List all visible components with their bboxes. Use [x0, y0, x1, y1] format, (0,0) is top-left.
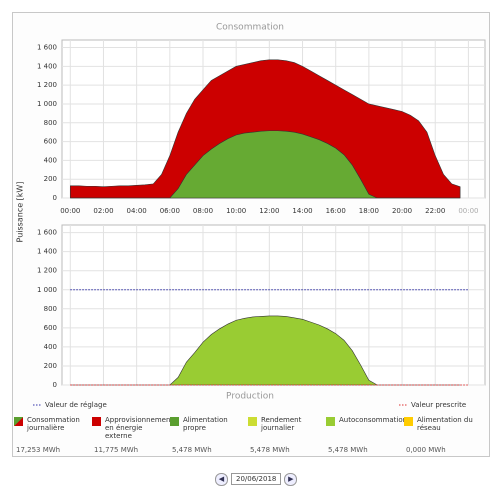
- legend-name: Alimentation propre: [183, 416, 228, 432]
- chart-title: Consommation: [216, 23, 284, 33]
- legend-swatch: [326, 417, 335, 426]
- legend-value: 0,000 MWh: [406, 446, 446, 454]
- legend-value: 17,253 MWh: [16, 446, 61, 454]
- y-tick-label: 0: [53, 381, 57, 389]
- y-tick-label: 1 200: [37, 81, 57, 89]
- date-field[interactable]: 20/06/2018: [231, 473, 282, 485]
- prev-day-button[interactable]: ◀: [215, 472, 228, 486]
- y-tick-label: 400: [44, 343, 57, 351]
- legend-item: Alimentation du réseau 0,000 MWh: [404, 416, 482, 456]
- y-tick-label: 800: [44, 305, 57, 313]
- x-tick-label: 04:00: [127, 207, 147, 215]
- x-tick-label: 00:00: [60, 207, 80, 215]
- legend-item: Consommation journalière 17,253 MWh: [14, 416, 92, 456]
- legend-item: Approvisionnement en énergie externe 11,7…: [92, 416, 174, 456]
- legend-name: Consommation journalière: [27, 416, 80, 432]
- chart-title: Production: [226, 392, 274, 402]
- legend-swatch: [14, 417, 23, 426]
- y-tick-label: 600: [44, 138, 57, 146]
- legend-name: Approvisionnement en énergie externe: [105, 416, 174, 440]
- legend-swatch: [170, 417, 179, 426]
- x-tick-label: 22:00: [425, 207, 445, 215]
- legend-swatch: [404, 417, 413, 426]
- area: [69, 59, 461, 199]
- y-tick-label: 1 600: [37, 229, 57, 237]
- y-tick-label: 200: [44, 175, 57, 183]
- y-tick-label: 1 600: [37, 44, 57, 52]
- legend-name: Rendement journalier: [261, 416, 302, 432]
- y-tick-label: 200: [44, 362, 57, 370]
- y-tick-label: 1 400: [37, 248, 57, 256]
- x-tick-label: 10:00: [226, 207, 246, 215]
- x-tick-label: 18:00: [359, 207, 379, 215]
- x-tick-label: 02:00: [93, 207, 113, 215]
- legend-item: Autoconsommation 5,478 MWh: [326, 416, 408, 456]
- y-tick-label: 1 000: [37, 286, 57, 294]
- legend-item: Alimentation propre 5,478 MWh: [170, 416, 248, 456]
- x-tick-label: 06:00: [160, 207, 180, 215]
- x-tick-label: 20:00: [392, 207, 412, 215]
- y-tick-label: 1 000: [37, 100, 57, 108]
- y-tick-label: 400: [44, 156, 57, 164]
- charts: Puissance [kW] Consommation 0 200 400 600 800…: [16, 23, 486, 409]
- x-tick-label: 00:00: [458, 207, 478, 215]
- legend: Consommation journalière 17,253 MWh Approv…: [14, 416, 486, 456]
- legend-value: 5,478 MWh: [172, 446, 212, 454]
- legend-name: Autoconsommation: [339, 416, 408, 424]
- legend-value: 5,478 MWh: [250, 446, 290, 454]
- legend-item: Rendement journalier 5,478 MWh: [248, 416, 326, 456]
- y-tick-label: 800: [44, 119, 57, 127]
- x-tick-label: 14:00: [292, 207, 312, 215]
- x-tick-label: 16:00: [326, 207, 346, 215]
- legend-swatch: [92, 417, 101, 426]
- y-tick-label: 1 400: [37, 62, 57, 70]
- date-picker: ◀ 20/06/2018 ▶: [215, 472, 298, 486]
- y-tick-label: 600: [44, 324, 57, 332]
- legend-swatch: [248, 417, 257, 426]
- series-label: Valeur de réglage: [45, 401, 107, 409]
- x-tick-label: 08:00: [193, 207, 213, 215]
- x-tick-label: 12:00: [259, 207, 279, 215]
- y-tick-label: 0: [53, 194, 57, 202]
- legend-value: 11,775 MWh: [94, 446, 139, 454]
- y-tick-label: 1 200: [37, 267, 57, 275]
- series-label: Valeur prescrite: [411, 401, 466, 409]
- legend-name: Alimentation du réseau: [417, 416, 473, 432]
- next-day-button[interactable]: ▶: [284, 472, 298, 486]
- y-axis-label: Puissance [kW]: [16, 182, 25, 243]
- legend-value: 5,478 MWh: [328, 446, 368, 454]
- area: [70, 130, 461, 199]
